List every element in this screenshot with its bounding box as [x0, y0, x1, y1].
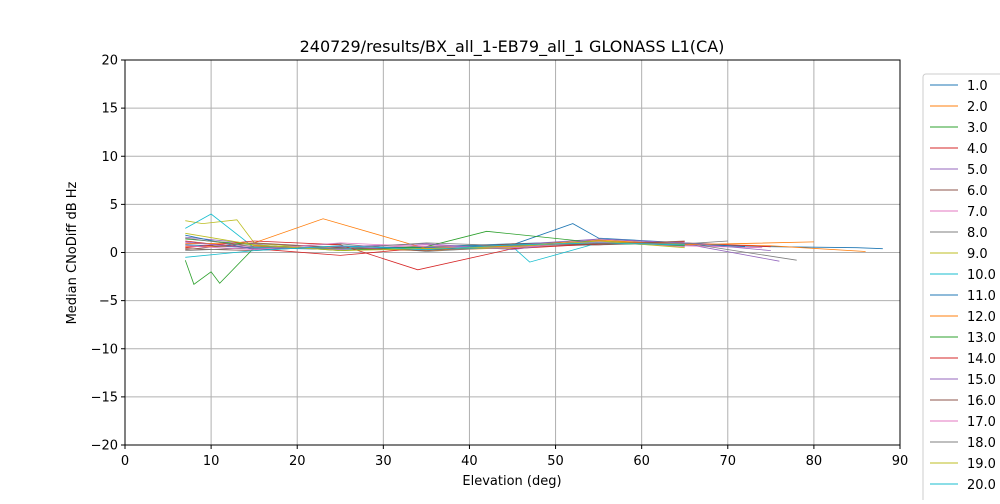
- series-line: [185, 213, 685, 263]
- legend-box: [922, 73, 1000, 504]
- y-axis-label: Median CNoDiff dB Hz: [65, 181, 80, 324]
- series-line: [185, 237, 728, 250]
- legend-label: 2.0: [967, 100, 988, 115]
- series-lines: [184, 213, 883, 285]
- y-tick-label: 20: [101, 54, 118, 69]
- x-tick-label: 20: [289, 454, 306, 469]
- series-line: [185, 240, 685, 271]
- x-tick-label: 70: [720, 454, 737, 469]
- x-tick-label: 0: [121, 454, 129, 469]
- series-line: [185, 232, 685, 252]
- legend-label: 15.0: [967, 373, 996, 388]
- legend-label: 18.0: [967, 436, 996, 451]
- legend-label: 11.0: [967, 289, 996, 304]
- y-tick-label: −10: [91, 342, 118, 357]
- legend-label: 8.0: [967, 226, 988, 241]
- legend-label: 3.0: [967, 121, 988, 136]
- legend-label: 20.0: [967, 478, 996, 493]
- y-tick-label: −5: [99, 294, 118, 309]
- legend-label: 1.0: [967, 79, 988, 94]
- legend-label: 5.0: [967, 163, 988, 178]
- x-tick-label: 90: [892, 454, 909, 469]
- legend-label: 10.0: [967, 268, 996, 283]
- x-tick-label: 10: [203, 454, 220, 469]
- series-line: [185, 242, 685, 258]
- y-tick-label: 15: [101, 102, 118, 117]
- y-tick-label: 10: [101, 150, 118, 165]
- legend-label: 9.0: [967, 247, 988, 262]
- legend-label: 4.0: [967, 142, 988, 157]
- x-tick-label: 80: [806, 454, 823, 469]
- legend-label: 13.0: [967, 331, 996, 346]
- legend-label: 6.0: [967, 184, 988, 199]
- x-tick-label: 60: [633, 454, 650, 469]
- legend-label: 14.0: [967, 352, 996, 367]
- series-line: [185, 240, 883, 251]
- y-tick-label: 0: [110, 246, 118, 261]
- x-axis-label: Elevation (deg): [462, 474, 561, 489]
- legend-label: 7.0: [967, 205, 988, 220]
- legend: 1.0 2.0 3.0 4.0 5.0 6.0 7.0 8.0 9.0 10.0 11.0 12.0 1…: [922, 73, 1000, 504]
- x-tick-label: 50: [547, 454, 564, 469]
- legend-label: 19.0: [967, 457, 996, 472]
- series-line: [185, 240, 685, 252]
- y-tick-label: 5: [110, 198, 118, 213]
- x-tick-label: 30: [375, 454, 392, 469]
- series-line: [185, 241, 685, 251]
- legend-label: 16.0: [967, 394, 996, 409]
- x-tick-label: 40: [461, 454, 478, 469]
- legend-label: 17.0: [967, 415, 996, 430]
- legend-label: 12.0: [967, 310, 996, 325]
- y-tick-label: −20: [91, 439, 118, 454]
- y-tick-label: −15: [91, 390, 118, 405]
- axis-ticks: 0 10 20 30 40 50 60 70 80 90 −20 −15 −10 −5 0 5 10 15 20: [91, 54, 909, 470]
- chart-title: 240729/results/BX_all_1-EB79_all_1 GLONA…: [300, 37, 725, 57]
- grid: [124, 59, 901, 446]
